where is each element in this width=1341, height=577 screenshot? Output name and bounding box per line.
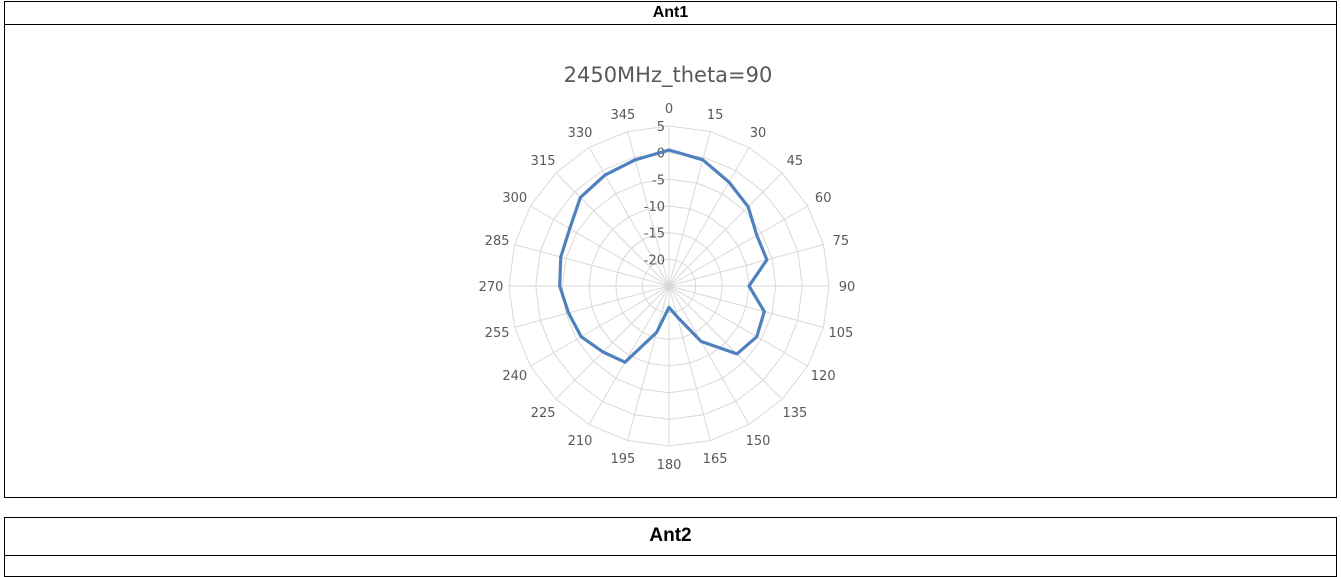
angle-label-12: 180 xyxy=(657,458,682,473)
angle-label-4: 60 xyxy=(815,191,832,206)
chart-title: 2450MHz_theta=90 xyxy=(564,63,773,88)
angle-label-20: 300 xyxy=(502,191,527,206)
angle-label-16: 240 xyxy=(502,369,527,384)
radial-labels: 5 0 -5 -10 -15 -20 xyxy=(644,120,665,268)
radar-grid xyxy=(508,125,830,447)
series-line-0 xyxy=(558,148,769,364)
grid-spoke-11 xyxy=(668,285,711,441)
angle-label-10: 150 xyxy=(746,434,771,449)
grid-spoke-23 xyxy=(627,131,670,287)
angle-label-1: 15 xyxy=(707,108,724,123)
radial-label-5: -20 xyxy=(644,253,665,268)
grid-spoke-21 xyxy=(555,172,670,287)
angle-label-15: 225 xyxy=(531,406,556,421)
grid-spoke-1 xyxy=(668,131,711,287)
radial-label-4: -15 xyxy=(644,227,665,242)
angle-label-11: 165 xyxy=(703,452,728,467)
ant2-header: Ant2 xyxy=(5,518,1336,556)
radial-label-3: -10 xyxy=(644,200,665,215)
angle-label-21: 315 xyxy=(531,154,556,169)
grid-spoke-19 xyxy=(514,244,670,287)
radar-chart: 2450MHz_theta=90 0 15 30 45 60 75 90 105 120 135 1… xyxy=(479,63,856,473)
angle-label-6: 90 xyxy=(839,280,856,295)
radial-label-1: 0 xyxy=(657,147,665,162)
angle-label-2: 30 xyxy=(750,126,767,141)
ant2-panel: Ant2 xyxy=(4,517,1337,577)
grid-spoke-13 xyxy=(627,285,670,441)
grid-spoke-2 xyxy=(668,147,750,287)
angle-label-19: 285 xyxy=(485,234,510,249)
grid-spoke-4 xyxy=(668,205,808,287)
angle-label-0: 0 xyxy=(665,102,673,117)
angle-labels: 0 15 30 45 60 75 90 105 120 135 150 165 180 195 210 225… xyxy=(479,102,856,473)
grid-spoke-22 xyxy=(588,147,670,287)
angle-label-7: 105 xyxy=(828,326,853,341)
grid-spoke-20 xyxy=(530,205,670,287)
grid-spoke-17 xyxy=(514,285,670,328)
grid-spoke-15 xyxy=(555,285,670,400)
angle-label-18: 270 xyxy=(479,280,504,295)
angle-label-9: 135 xyxy=(782,406,807,421)
grid-spoke-9 xyxy=(668,285,783,400)
series-layer xyxy=(558,148,769,364)
ant1-header: Ant1 xyxy=(5,2,1336,25)
angle-label-14: 210 xyxy=(568,434,593,449)
radial-label-0: 5 xyxy=(657,120,665,135)
angle-label-3: 45 xyxy=(787,154,804,169)
angle-label-23: 345 xyxy=(610,108,635,123)
grid-spoke-3 xyxy=(668,172,783,287)
angle-label-13: 195 xyxy=(610,452,635,467)
angle-label-22: 330 xyxy=(568,126,593,141)
grid-spoke-16 xyxy=(530,285,670,367)
radial-label-2: -5 xyxy=(652,173,665,188)
angle-label-5: 75 xyxy=(833,234,850,249)
grid-spoke-14 xyxy=(588,285,670,425)
grid-spoke-10 xyxy=(668,285,750,425)
angle-label-8: 120 xyxy=(811,369,836,384)
grid-spoke-8 xyxy=(668,285,808,367)
grid-spoke-7 xyxy=(668,285,824,328)
grid-spoke-5 xyxy=(668,244,824,287)
angle-label-17: 255 xyxy=(485,326,510,341)
ant1-panel: Ant1 2450MHz_theta=90 0 15 30 45 60 75 90 105 12… xyxy=(4,1,1337,498)
